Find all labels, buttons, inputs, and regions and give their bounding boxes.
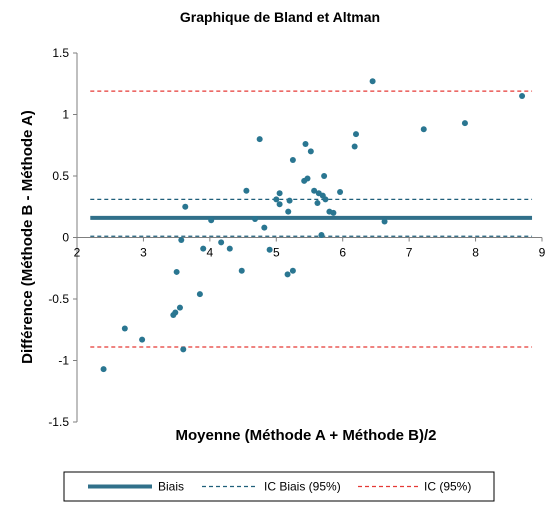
x-tick-label: 6: [339, 246, 346, 260]
x-tick-label: 3: [140, 246, 147, 260]
x-axis-label: Moyenne (Méthode A + Méthode B)/2: [176, 427, 437, 444]
x-tick-label: 8: [472, 246, 479, 260]
data-point: [218, 239, 225, 246]
data-point: [178, 236, 185, 243]
data-point: [311, 187, 318, 194]
data-point: [208, 217, 215, 224]
data-point: [243, 187, 250, 194]
legend-label-ic-bias: IC Biais (95%): [264, 480, 341, 494]
data-point: [173, 268, 180, 275]
y-tick-label: -0.5: [48, 292, 69, 306]
data-point: [176, 304, 183, 311]
reference-lines: [90, 90, 533, 348]
x-tick-label: 4: [207, 246, 214, 260]
data-point: [330, 209, 337, 216]
data-point: [304, 175, 311, 182]
data-point: [314, 200, 321, 207]
data-point: [289, 267, 296, 274]
legend: Biais IC Biais (95%) IC (95%): [63, 471, 495, 502]
y-tick-label: -1.5: [48, 415, 69, 429]
data-point: [302, 141, 309, 148]
y-tick-label: 1: [62, 108, 69, 122]
data-point: [200, 245, 207, 252]
data-point: [318, 232, 325, 239]
x-tick-label: 2: [74, 246, 81, 260]
data-points: [100, 78, 526, 373]
y-tick-label: 0.5: [52, 169, 69, 183]
data-point: [351, 143, 358, 150]
y-tick-label: -1: [58, 354, 69, 368]
data-point: [266, 246, 273, 253]
data-point: [182, 203, 189, 210]
x-tick-label: 7: [406, 246, 413, 260]
data-point: [285, 208, 292, 215]
legend-label-bias: Biais: [158, 480, 184, 494]
chart-title: Graphique de Bland et Altman: [180, 9, 380, 25]
data-point: [322, 196, 329, 203]
data-point: [321, 173, 328, 179]
data-point: [196, 291, 203, 298]
data-point: [172, 309, 179, 316]
y-tick-label: 1.5: [52, 46, 69, 60]
data-point: [381, 218, 388, 225]
data-point: [256, 136, 263, 143]
data-point: [286, 197, 293, 204]
axes: -1.5 -1 -0.5 0 0.5 1 1.5 2 3 4 5 6 7 8 9: [48, 46, 545, 429]
data-point: [273, 196, 280, 203]
data-point: [276, 190, 283, 197]
data-point: [261, 224, 268, 231]
data-point: [289, 157, 296, 164]
legend-label-ic: IC (95%): [424, 480, 471, 494]
data-point: [369, 78, 376, 85]
data-point: [252, 216, 259, 223]
data-point: [276, 201, 283, 208]
y-axis-label: Différence (Méthode B - Méthode A): [19, 110, 36, 364]
data-point: [420, 126, 427, 133]
data-point: [121, 325, 128, 332]
x-tick-label: 5: [273, 246, 280, 260]
data-point: [307, 148, 314, 155]
data-point: [519, 93, 526, 100]
y-tick-label: 0: [62, 231, 69, 245]
data-point: [226, 245, 233, 252]
data-point: [139, 336, 146, 343]
data-point: [337, 188, 344, 195]
data-point: [461, 120, 468, 127]
data-point: [238, 267, 245, 274]
data-point: [100, 366, 107, 373]
data-point: [353, 131, 359, 138]
data-point: [180, 346, 187, 353]
x-tick-label: 9: [539, 246, 546, 260]
data-point: [284, 271, 291, 278]
